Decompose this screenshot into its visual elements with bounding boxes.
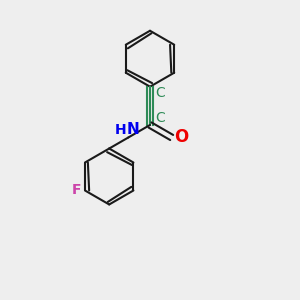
Text: H: H <box>115 123 127 137</box>
Text: C: C <box>155 112 165 125</box>
Text: C: C <box>155 86 165 100</box>
Text: O: O <box>174 128 188 146</box>
Text: F: F <box>71 184 81 197</box>
Text: N: N <box>127 122 140 137</box>
